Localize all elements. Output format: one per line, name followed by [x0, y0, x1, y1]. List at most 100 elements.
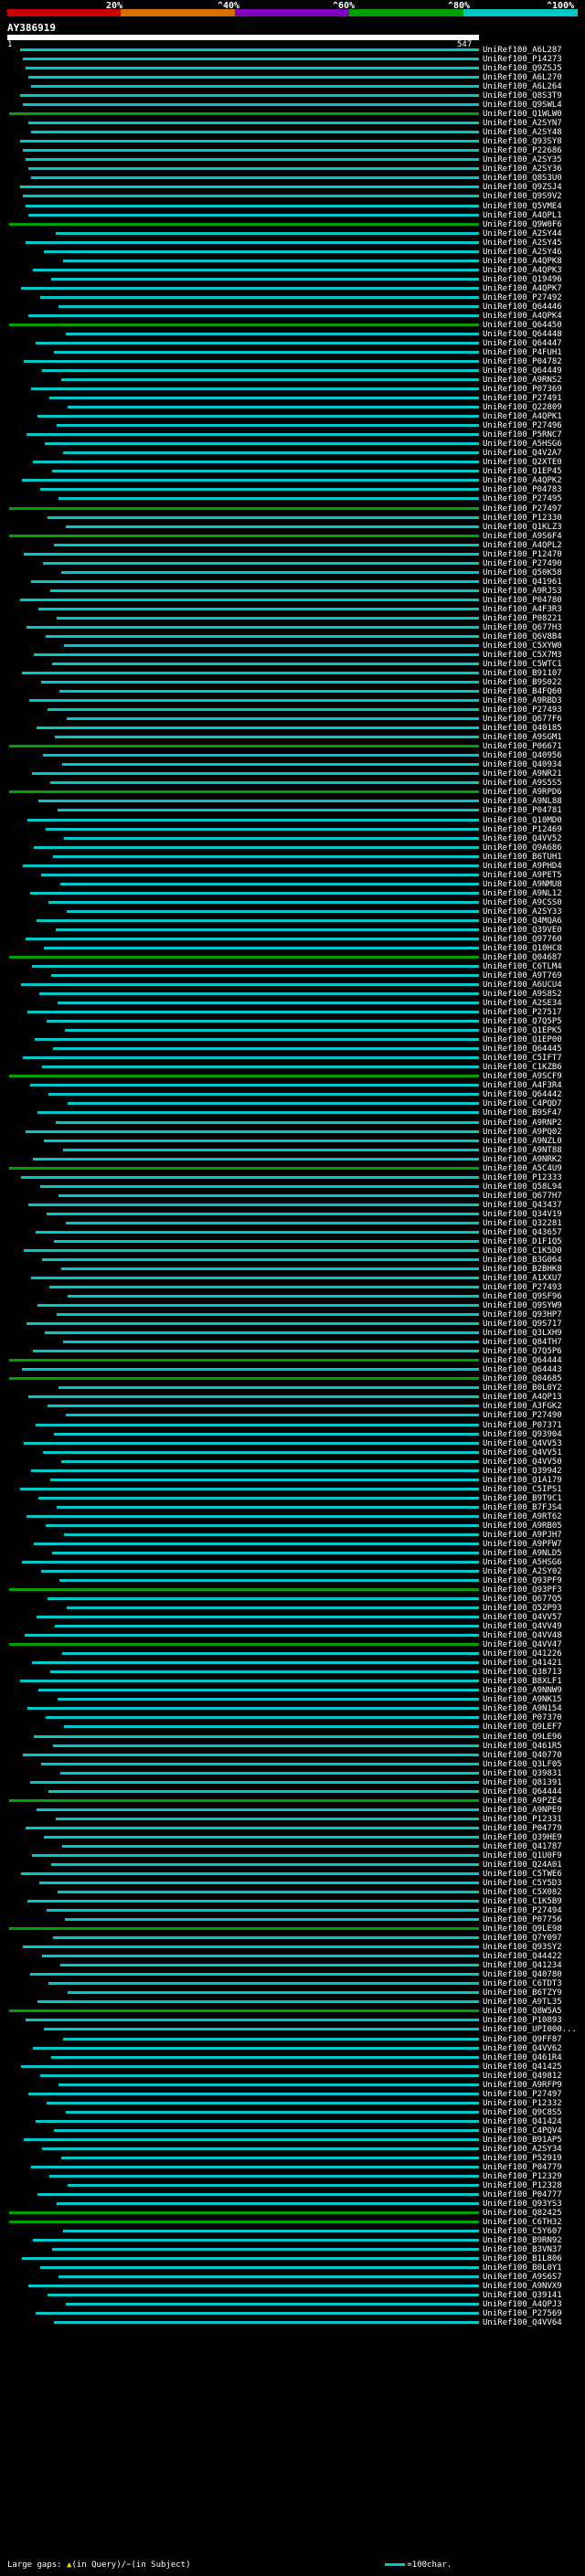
- hit-bar[interactable]: [58, 2275, 479, 2279]
- hit-bar[interactable]: [34, 845, 479, 849]
- hit-label[interactable]: UniRef100_P04782: [483, 357, 562, 367]
- hit-label[interactable]: UniRef100_A4QPL2: [483, 540, 562, 550]
- hit-label[interactable]: UniRef100_Q8W5A5: [483, 2007, 562, 2017]
- hit-label[interactable]: UniRef100_Q9SYW9: [483, 1301, 562, 1311]
- hit-label[interactable]: UniRef100_Q677F6: [483, 715, 562, 725]
- hit-label[interactable]: UniRef100_Q7Q5P5: [483, 1017, 562, 1027]
- hit-label[interactable]: UniRef100_A2SY45: [483, 238, 562, 248]
- hit-label[interactable]: UniRef100_D1F1Q5: [483, 1236, 562, 1246]
- hit-bar[interactable]: [38, 607, 479, 610]
- hit-bar[interactable]: [24, 360, 479, 364]
- hit-label[interactable]: UniRef100_Q40956: [483, 751, 562, 761]
- hit-bar[interactable]: [52, 1551, 479, 1554]
- hit-label[interactable]: UniRef100_B7FJS4: [483, 1502, 562, 1512]
- hit-bar[interactable]: [40, 1184, 479, 1188]
- hit-label[interactable]: UniRef100_A5HSG6: [483, 440, 562, 450]
- hit-label[interactable]: UniRef100_Q40934: [483, 760, 562, 770]
- hit-label[interactable]: UniRef100_A9SCF9: [483, 1072, 562, 1082]
- hit-label[interactable]: UniRef100_Q4VV62: [483, 2043, 562, 2053]
- hit-bar[interactable]: [26, 240, 479, 244]
- hit-label[interactable]: UniRef100_P12331: [483, 1814, 562, 1824]
- hit-bar[interactable]: [37, 1111, 479, 1115]
- hit-bar[interactable]: [49, 2174, 479, 2178]
- hit-label[interactable]: UniRef100_A6L270: [483, 73, 562, 83]
- hit-bar[interactable]: [56, 231, 479, 235]
- hit-label[interactable]: UniRef100_P04781: [483, 806, 562, 816]
- hit-bar[interactable]: [23, 149, 479, 153]
- hit-bar[interactable]: [9, 1377, 479, 1381]
- hit-bar[interactable]: [37, 2193, 479, 2197]
- hit-label[interactable]: UniRef100_Q9W0F6: [483, 219, 562, 229]
- hit-bar[interactable]: [52, 663, 479, 665]
- hit-bar[interactable]: [9, 323, 479, 326]
- hit-bar[interactable]: [42, 1955, 479, 1958]
- hit-label[interactable]: UniRef100_Q10MD0: [483, 815, 562, 825]
- hit-bar[interactable]: [9, 506, 479, 510]
- hit-label[interactable]: UniRef100_Q677Q5: [483, 1595, 562, 1605]
- hit-bar[interactable]: [45, 442, 479, 446]
- hit-label[interactable]: UniRef100_A9NPE9: [483, 1805, 562, 1815]
- hit-bar[interactable]: [68, 406, 479, 409]
- hit-label[interactable]: UniRef100_Q9S717: [483, 1320, 562, 1330]
- hit-label[interactable]: UniRef100_A9S5S5: [483, 779, 562, 789]
- hit-bar[interactable]: [62, 1844, 479, 1848]
- hit-label[interactable]: UniRef100_B6TZY9: [483, 1988, 562, 1998]
- hit-bar[interactable]: [30, 1084, 479, 1087]
- hit-bar[interactable]: [48, 1789, 479, 1793]
- hit-bar[interactable]: [21, 1175, 479, 1179]
- hit-label[interactable]: UniRef100_A4QPK7: [483, 283, 562, 293]
- hit-bar[interactable]: [28, 213, 479, 217]
- hit-bar[interactable]: [33, 461, 479, 464]
- hit-bar[interactable]: [61, 2156, 479, 2159]
- hit-bar[interactable]: [49, 397, 479, 400]
- hit-label[interactable]: UniRef100_Q93PF3: [483, 1585, 562, 1595]
- hit-label[interactable]: UniRef100_Q4VV50: [483, 1457, 562, 1467]
- hit-bar[interactable]: [63, 1341, 479, 1344]
- hit-label[interactable]: UniRef100_Q64449: [483, 366, 562, 376]
- hit-bar[interactable]: [37, 415, 479, 419]
- hit-bar[interactable]: [48, 1405, 479, 1408]
- hit-label[interactable]: UniRef100_P27493: [483, 705, 562, 716]
- hit-label[interactable]: UniRef100_A4QP13: [483, 1393, 562, 1403]
- hit-bar[interactable]: [44, 1139, 479, 1142]
- hit-label[interactable]: UniRef100_Q41425: [483, 2062, 562, 2072]
- hit-bar[interactable]: [53, 1744, 479, 1747]
- hit-label[interactable]: UniRef100_P04783: [483, 485, 562, 495]
- hit-label[interactable]: UniRef100_A2SY34: [483, 2144, 562, 2154]
- hit-label[interactable]: UniRef100_P07369: [483, 385, 562, 395]
- hit-bar[interactable]: [30, 1780, 479, 1784]
- hit-bar[interactable]: [65, 1918, 479, 1922]
- hit-bar[interactable]: [50, 781, 479, 785]
- hit-label[interactable]: UniRef100_Q64447: [483, 338, 562, 348]
- hit-bar[interactable]: [36, 1230, 479, 1234]
- hit-bar[interactable]: [58, 809, 479, 812]
- hit-bar[interactable]: [31, 579, 479, 583]
- hit-bar[interactable]: [48, 1093, 479, 1097]
- hit-label[interactable]: UniRef100_UPI000...: [483, 2025, 577, 2035]
- hit-label[interactable]: UniRef100_Q677H7: [483, 1191, 562, 1201]
- hit-bar[interactable]: [60, 882, 479, 885]
- hit-bar[interactable]: [47, 1909, 479, 1913]
- hit-label[interactable]: UniRef100_P08221: [483, 613, 562, 623]
- hit-bar[interactable]: [55, 736, 479, 739]
- hit-label[interactable]: UniRef100_A9PJH7: [483, 1530, 562, 1540]
- hit-bar[interactable]: [38, 1689, 479, 1692]
- hit-label[interactable]: UniRef100_C1KZB6: [483, 1063, 562, 1073]
- hit-label[interactable]: UniRef100_Q40185: [483, 724, 562, 734]
- hit-bar[interactable]: [48, 708, 479, 712]
- hit-label[interactable]: UniRef100_Q1EP45: [483, 467, 562, 477]
- hit-label[interactable]: UniRef100_A6L287: [483, 46, 562, 55]
- hit-label[interactable]: UniRef100_P27494: [483, 1906, 562, 1916]
- hit-label[interactable]: UniRef100_Q1KLZ3: [483, 522, 562, 532]
- hit-bar[interactable]: [27, 1707, 479, 1711]
- hit-bar[interactable]: [58, 1002, 479, 1005]
- hit-bar[interactable]: [42, 2147, 479, 2150]
- hit-label[interactable]: UniRef100_Q81391: [483, 1777, 562, 1787]
- hit-bar[interactable]: [24, 1248, 479, 1252]
- hit-label[interactable]: UniRef100_A9RT62: [483, 1511, 562, 1521]
- hit-label[interactable]: UniRef100_Q04687: [483, 952, 562, 962]
- hit-bar[interactable]: [54, 1432, 479, 1436]
- hit-bar[interactable]: [9, 1166, 479, 1170]
- hit-bar[interactable]: [42, 1065, 479, 1069]
- hit-bar[interactable]: [47, 2101, 479, 2104]
